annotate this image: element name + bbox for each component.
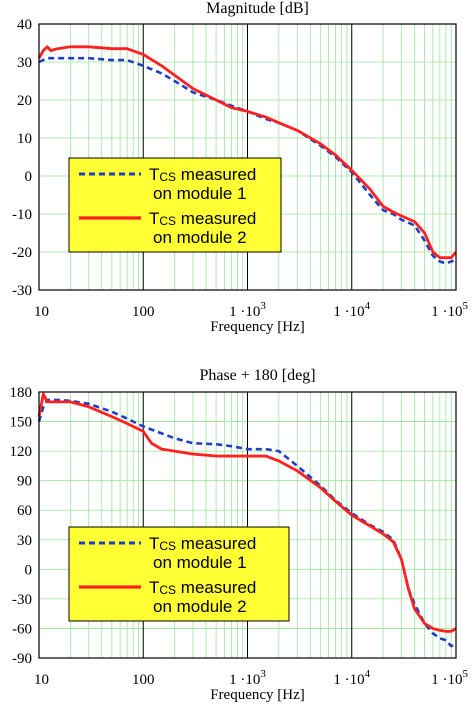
chart-title: Magnitude [dB] [206, 0, 309, 17]
x-tick-label: 1 ·105 [431, 300, 468, 320]
legend-label-1: TCS measured [149, 165, 256, 184]
y-tick-label: -20 [12, 245, 32, 261]
x-axis-label: Frequency [Hz] [210, 319, 305, 335]
plot-border [38, 23, 457, 291]
plot-border [38, 391, 457, 659]
x-tick-label: 1 ·103 [229, 300, 266, 320]
x-tick-label: 100 [132, 672, 155, 688]
y-tick-label: 0 [25, 562, 33, 578]
x-axis-label: Frequency [Hz] [210, 687, 305, 703]
y-tick-label: -90 [12, 651, 32, 667]
chart-title: Phase + 180 [deg] [199, 367, 315, 384]
y-tick-label: -30 [12, 592, 32, 608]
x-tick-label: 1 ·104 [333, 300, 370, 320]
y-tick-label: 120 [10, 444, 33, 460]
x-tick-label: 10 [34, 304, 49, 320]
y-tick-label: 40 [17, 17, 32, 33]
x-tick-label: 1 ·103 [229, 668, 266, 688]
y-tick-label: 20 [17, 93, 32, 109]
y-tick-label: 0 [25, 169, 33, 185]
legend-label-2: TCS measured [149, 209, 256, 228]
y-tick-label: -30 [12, 283, 32, 299]
x-tick-label: 10 [34, 672, 49, 688]
y-tick-label: 10 [17, 131, 32, 147]
y-tick-label: 180 [10, 385, 33, 401]
legend-label-1: TCS measured [149, 534, 256, 553]
legend-label-line2-2: on module 2 [153, 597, 247, 616]
y-tick-label: 90 [17, 474, 32, 490]
legend-label-line2-2: on module 2 [153, 228, 247, 247]
legend-label-line2-1: on module 1 [153, 184, 247, 203]
y-tick-label: -60 [12, 621, 32, 637]
y-tick-label: 60 [17, 503, 32, 519]
y-tick-label: 30 [17, 55, 32, 71]
legend-label-line2-1: on module 1 [153, 553, 247, 572]
y-tick-label: -10 [12, 207, 32, 223]
legend-box [68, 526, 290, 622]
legend-label-2: TCS measured [149, 578, 256, 597]
y-tick-label: 150 [10, 415, 33, 431]
y-tick-label: 30 [17, 533, 32, 549]
x-tick-label: 1 ·104 [333, 668, 370, 688]
series-line-2 [37, 392, 457, 633]
x-tick-label: 1 ·105 [431, 668, 468, 688]
x-tick-label: 100 [132, 304, 155, 320]
